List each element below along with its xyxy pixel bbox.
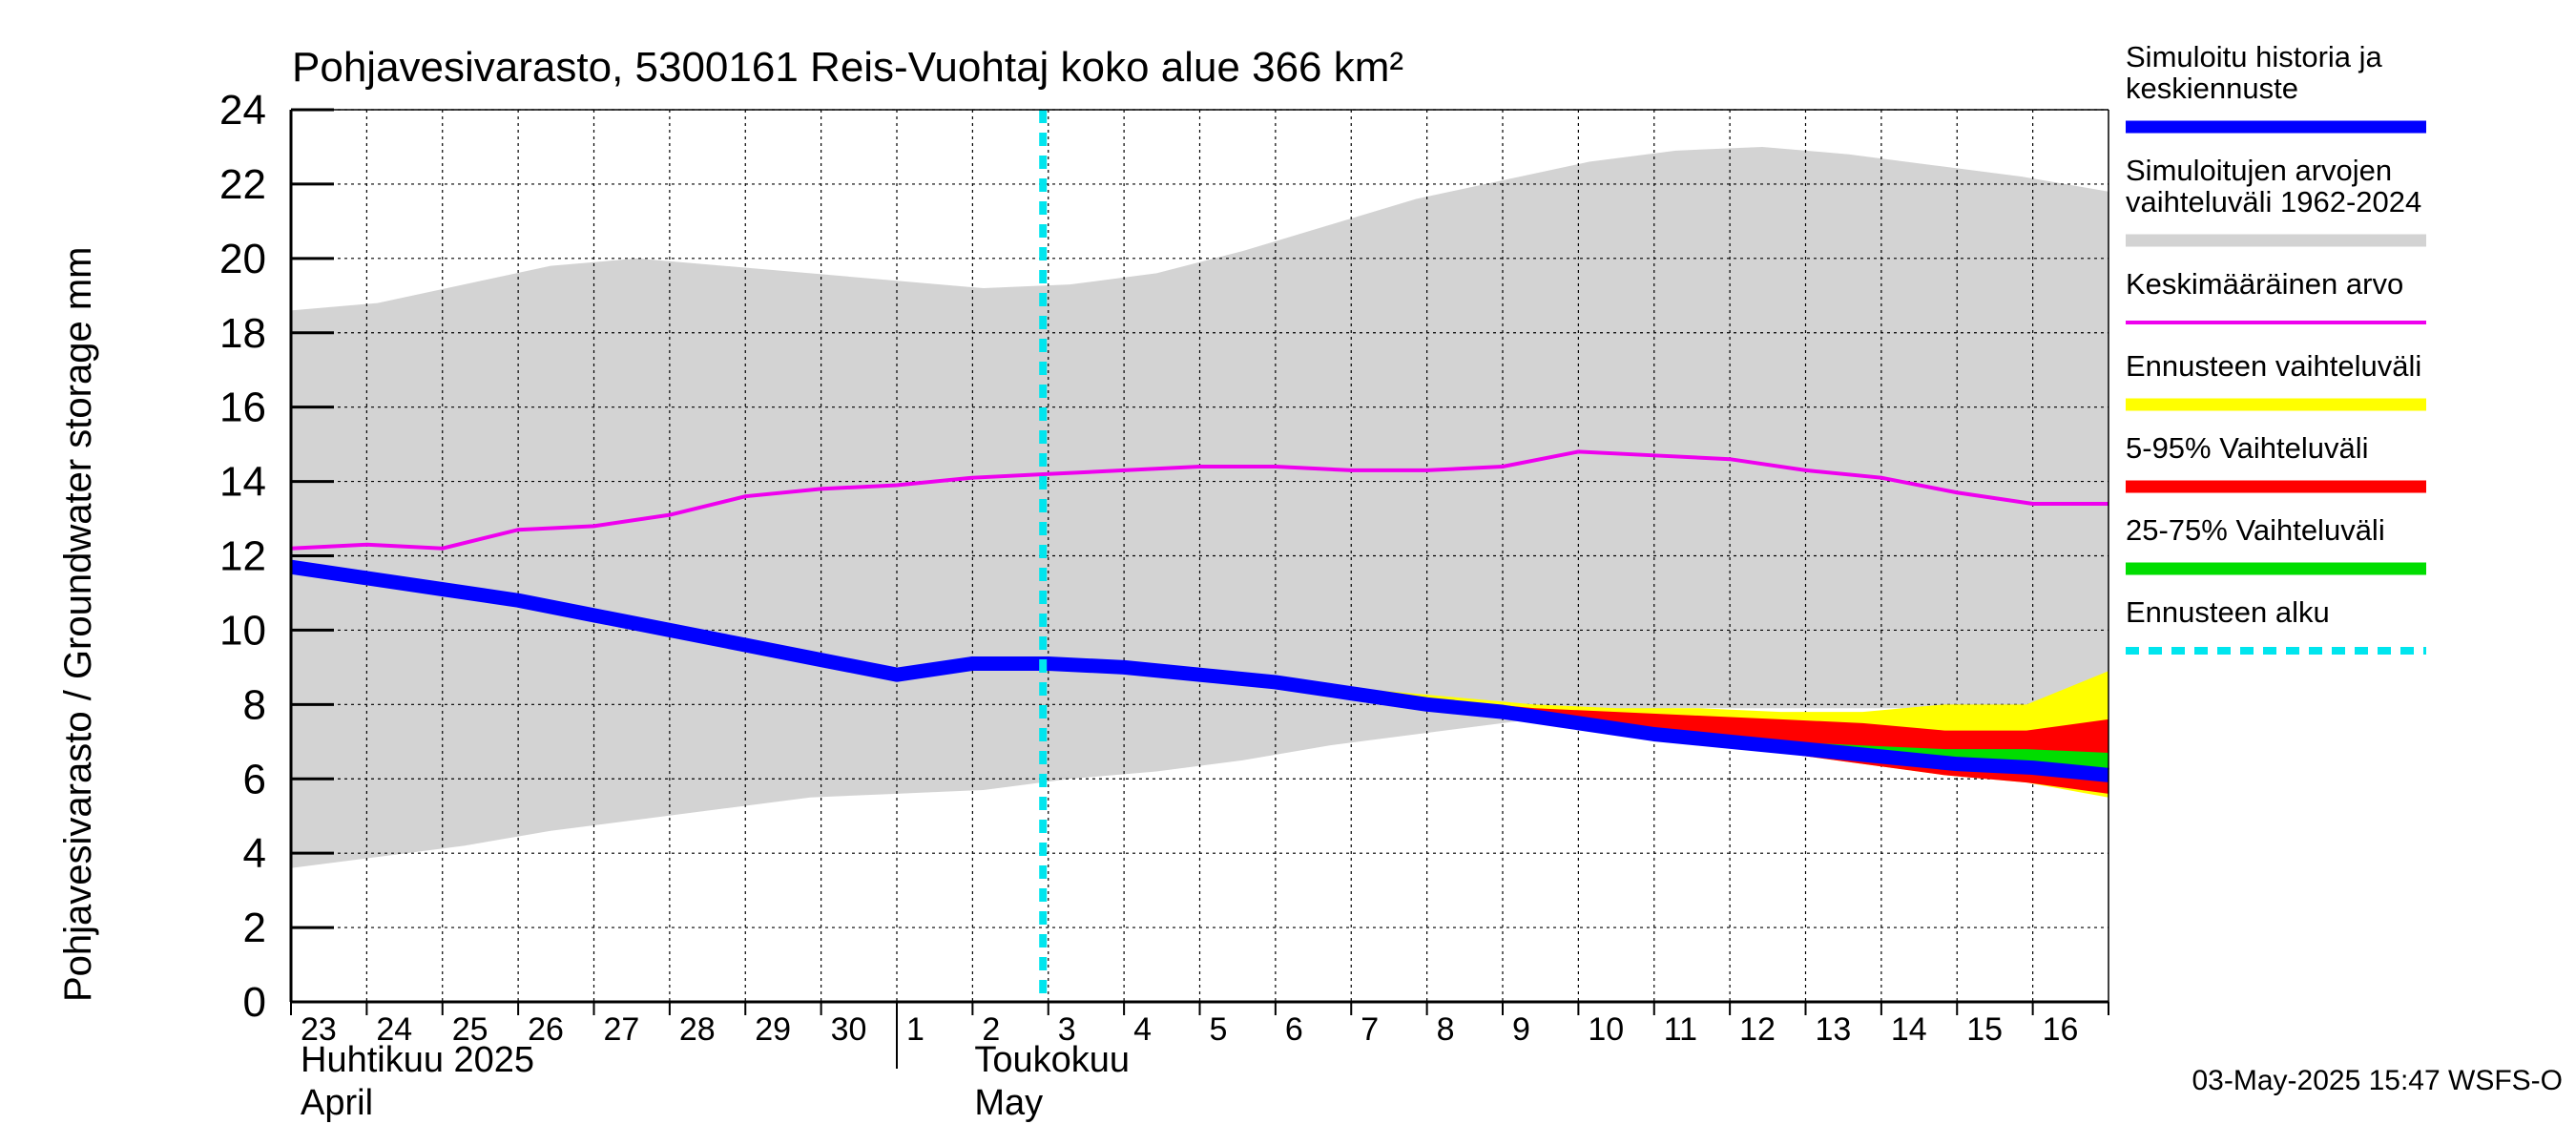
x-tick-label: 6 xyxy=(1285,1011,1303,1048)
x-tick-label: 4 xyxy=(1133,1011,1152,1048)
legend-label: 25-75% Vaihteluväli xyxy=(2126,513,2385,547)
legend-label: Simuloitu historia ja keskiennuste xyxy=(2126,40,2383,105)
y-tick-label: 20 xyxy=(219,236,266,282)
x-tick-label: 8 xyxy=(1437,1011,1455,1048)
y-tick-label: 10 xyxy=(219,607,266,654)
x-tick-label: 25 xyxy=(452,1011,488,1048)
x-tick-label: 29 xyxy=(755,1011,791,1048)
x-tick-label: 23 xyxy=(301,1011,337,1048)
legend-label: Ennusteen alku xyxy=(2126,595,2330,629)
legend: Simuloitu historia ja keskiennuste Simuloi… xyxy=(2126,40,2426,655)
y-tick-label: 16 xyxy=(219,385,266,431)
series-simulated-line xyxy=(289,559,2109,782)
x-tick-label: 5 xyxy=(1210,1011,1228,1048)
x-tick-label: 26 xyxy=(528,1011,564,1048)
chart-title: Pohjavesivarasto, 5300161 Reis-Vuohtaj k… xyxy=(292,44,1403,91)
y-tick-label: 24 xyxy=(219,87,266,134)
x-tick-label: 12 xyxy=(1739,1011,1776,1048)
x-tick-label: 7 xyxy=(1361,1011,1379,1048)
month-label: Huhtikuu 2025 xyxy=(301,1040,534,1080)
plot-area xyxy=(289,109,2109,1003)
legend-label: Keskimääräinen arvo xyxy=(2126,267,2403,301)
y-tick-label: 14 xyxy=(219,459,266,506)
series-historical-range xyxy=(291,146,2109,868)
timestamp-footer: 03-May-2025 15:47 WSFS-O xyxy=(2192,1065,2564,1096)
y-tick-label: 2 xyxy=(243,905,266,951)
y-tick-label: 8 xyxy=(243,681,266,728)
x-tick-label: 9 xyxy=(1512,1011,1530,1048)
x-tick-label: 11 xyxy=(1664,1011,1697,1048)
x-tick-label: 30 xyxy=(831,1011,867,1048)
y-tick-label: 4 xyxy=(243,830,266,877)
legend-label: Simuloitujen arvojen vaihteluväli 1962-20… xyxy=(2126,154,2421,219)
series-mean-line xyxy=(290,449,2109,551)
y-tick-label: 22 xyxy=(219,161,266,208)
legend-label: 5-95% Vaihteluväli xyxy=(2126,431,2368,465)
y-tick-label: 6 xyxy=(243,756,266,802)
month-label: Toukokuu xyxy=(974,1040,1130,1080)
x-tick-label: 27 xyxy=(604,1011,640,1048)
legend-label: Ennusteen vaihteluväli xyxy=(2126,349,2421,383)
x-tick-label: 16 xyxy=(2043,1011,2079,1048)
y-axis-label: Pohjavesivarasto / Groundwater storage m… xyxy=(57,247,99,1002)
x-tick-label: 10 xyxy=(1588,1011,1624,1048)
month-label-en: May xyxy=(974,1083,1043,1123)
y-tick-label: 12 xyxy=(219,533,266,580)
x-tick-label: 3 xyxy=(1058,1011,1076,1048)
x-tick-label: 28 xyxy=(679,1011,716,1048)
month-label-en: April xyxy=(301,1083,373,1123)
y-tick-label: 0 xyxy=(243,979,266,1026)
x-tick-label: 24 xyxy=(376,1011,412,1048)
y-tick-label: 18 xyxy=(219,310,266,357)
x-tick-label: 15 xyxy=(1966,1011,2003,1048)
x-tick-label: 2 xyxy=(982,1011,1000,1048)
x-tick-label: 14 xyxy=(1891,1011,1927,1048)
x-tick-label: 1 xyxy=(906,1011,924,1048)
x-tick-label: 13 xyxy=(1816,1011,1852,1048)
series-5-95-range xyxy=(1043,659,2109,794)
